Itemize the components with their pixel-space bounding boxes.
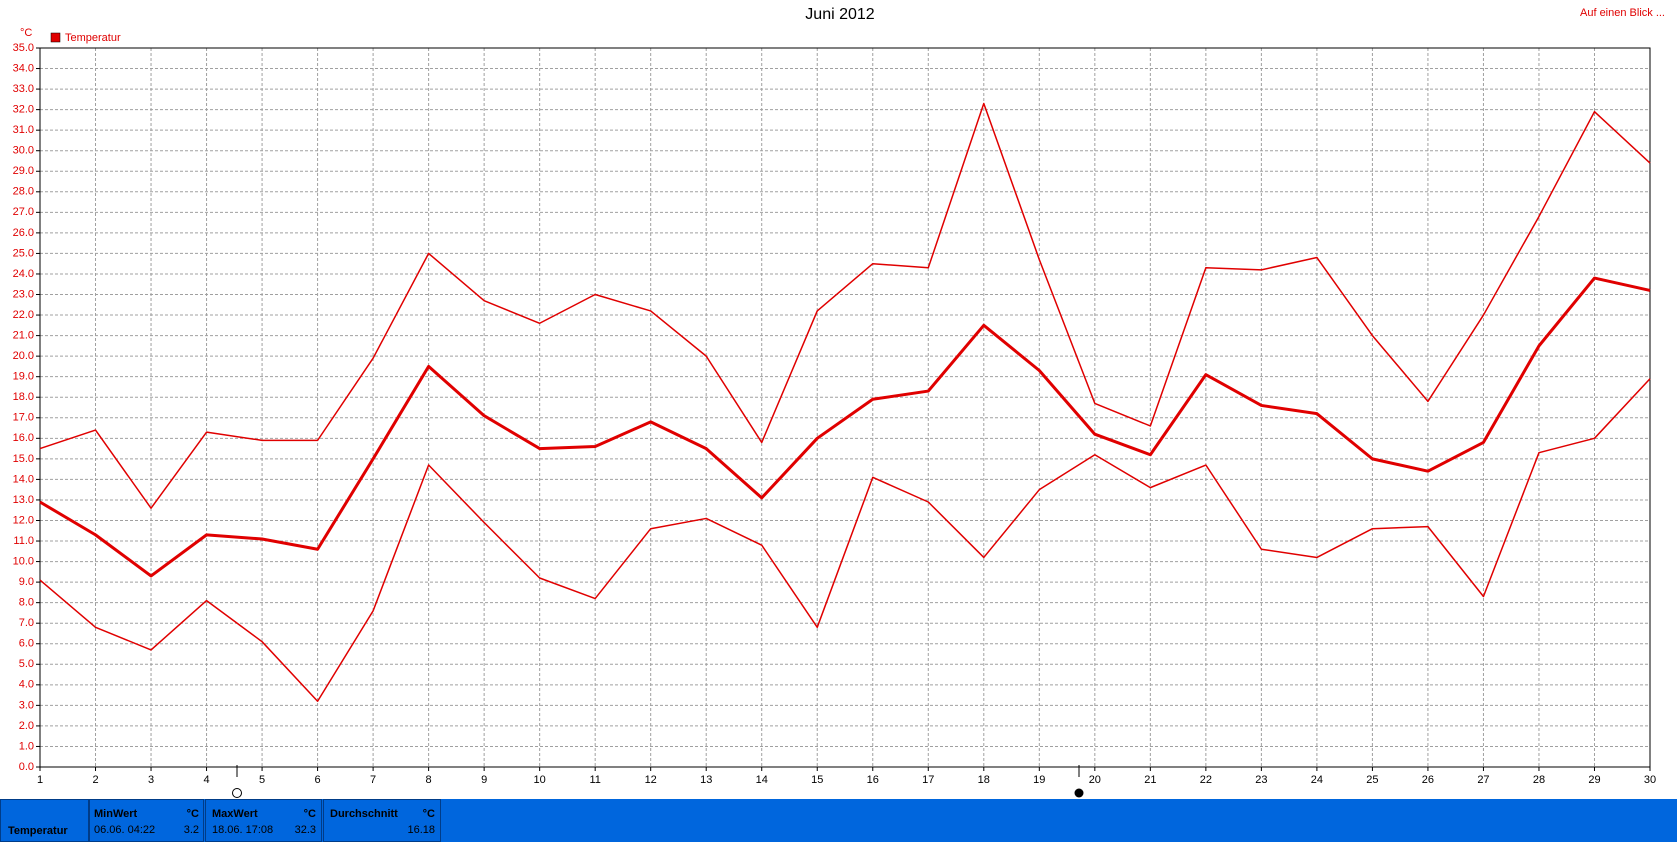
y-tick-label: 20.0	[13, 350, 34, 362]
x-tick-label: 26	[1422, 774, 1434, 786]
x-tick-label: 19	[1033, 774, 1045, 786]
y-tick-label: 25.0	[13, 247, 34, 259]
x-tick-label: 2	[92, 774, 98, 786]
y-tick-label: 10.0	[13, 555, 34, 567]
x-tick-label: 18	[978, 774, 990, 786]
x-tick-label: 25	[1366, 774, 1378, 786]
x-tick-label: 27	[1477, 774, 1489, 786]
y-tick-label: 17.0	[13, 412, 34, 424]
x-tick-label: 15	[811, 774, 823, 786]
y-tick-label: 32.0	[13, 104, 34, 116]
y-tick-label: 21.0	[13, 330, 34, 342]
summary-bar	[0, 799, 1677, 842]
y-tick-label: 23.0	[13, 288, 34, 300]
y-tick-label: 24.0	[13, 268, 34, 280]
summary-value: 3.2	[184, 824, 199, 836]
summary-unit: °C	[187, 808, 199, 820]
y-tick-label: 31.0	[13, 124, 34, 136]
y-tick-label: 28.0	[13, 186, 34, 198]
x-tick-label: 22	[1200, 774, 1212, 786]
x-tick-label: 8	[426, 774, 432, 786]
x-tick-label: 3	[148, 774, 154, 786]
y-tick-label: 13.0	[13, 494, 34, 506]
y-tick-label: 16.0	[13, 432, 34, 444]
y-tick-label: 3.0	[19, 699, 34, 711]
x-tick-label: 7	[370, 774, 376, 786]
x-tick-label: 24	[1311, 774, 1323, 786]
y-tick-label: 6.0	[19, 638, 34, 650]
series-line	[39, 102, 1651, 509]
y-tick-label: 18.0	[13, 391, 34, 403]
x-tick-label: 23	[1255, 774, 1267, 786]
plot-area: 0.01.02.03.04.05.06.07.08.09.010.011.012…	[13, 42, 1657, 786]
y-tick-label: 14.0	[13, 473, 34, 485]
summary-unit: °C	[423, 808, 435, 820]
summary-time: 06.06. 04:22	[94, 824, 155, 836]
y-tick-label: 35.0	[13, 42, 34, 54]
x-tick-label: 14	[756, 774, 768, 786]
y-tick-label: 7.0	[19, 617, 34, 629]
x-tick-label: 29	[1588, 774, 1600, 786]
chart-title: Juni 2012	[805, 6, 874, 23]
x-tick-label: 21	[1144, 774, 1156, 786]
x-tick-label: 5	[259, 774, 265, 786]
x-tick-label: 20	[1089, 774, 1101, 786]
summary-header: MaxWert	[212, 808, 258, 820]
x-tick-label: 16	[867, 774, 879, 786]
y-unit: °C	[20, 27, 32, 39]
x-tick-label: 6	[315, 774, 321, 786]
x-tick-label: 30	[1644, 774, 1656, 786]
cursor-marker	[1074, 788, 1084, 798]
y-tick-label: 30.0	[13, 145, 34, 157]
y-tick-label: 19.0	[13, 371, 34, 383]
y-tick-label: 8.0	[19, 597, 34, 609]
y-tick-label: 26.0	[13, 227, 34, 239]
y-tick-label: 1.0	[19, 740, 34, 752]
summary-header: Durchschnitt	[330, 808, 398, 820]
x-tick-label: 17	[922, 774, 934, 786]
y-tick-label: 5.0	[19, 658, 34, 670]
summary-time: 18.06. 17:08	[212, 824, 273, 836]
summary-row-label: Temperatur	[8, 825, 68, 837]
legend-label: Temperatur	[65, 32, 121, 44]
legend-swatch	[50, 32, 61, 43]
cursor-marker	[232, 788, 242, 798]
x-tick-label: 10	[534, 774, 546, 786]
x-tick-label: 9	[481, 774, 487, 786]
x-tick-label: 4	[203, 774, 209, 786]
summary-value: 16.18	[407, 824, 435, 836]
y-tick-label: 27.0	[13, 206, 34, 218]
y-tick-label: 29.0	[13, 165, 34, 177]
y-tick-label: 12.0	[13, 514, 34, 526]
y-tick-label: 15.0	[13, 453, 34, 465]
y-tick-label: 2.0	[19, 720, 34, 732]
y-tick-label: 11.0	[13, 535, 34, 547]
y-tick-label: 9.0	[19, 576, 34, 588]
y-tick-label: 4.0	[19, 679, 34, 691]
y-tick-label: 33.0	[13, 83, 34, 95]
x-tick-label: 28	[1533, 774, 1545, 786]
summary-value: 32.3	[295, 824, 316, 836]
x-tick-label: 11	[589, 774, 600, 786]
plot-frame	[39, 47, 1651, 768]
top-right-link[interactable]: Auf einen Blick ...	[1580, 7, 1665, 19]
y-tick-label: 34.0	[13, 62, 34, 74]
x-tick-label: 1	[37, 774, 43, 786]
y-tick-label: 0.0	[19, 761, 34, 773]
y-tick-label: 22.0	[13, 309, 34, 321]
summary-unit: °C	[304, 808, 316, 820]
x-tick-label: 12	[645, 774, 657, 786]
series-line	[39, 276, 1651, 578]
series-line	[39, 378, 1651, 703]
summary-header: MinWert	[94, 808, 138, 820]
x-tick-label: 13	[700, 774, 712, 786]
